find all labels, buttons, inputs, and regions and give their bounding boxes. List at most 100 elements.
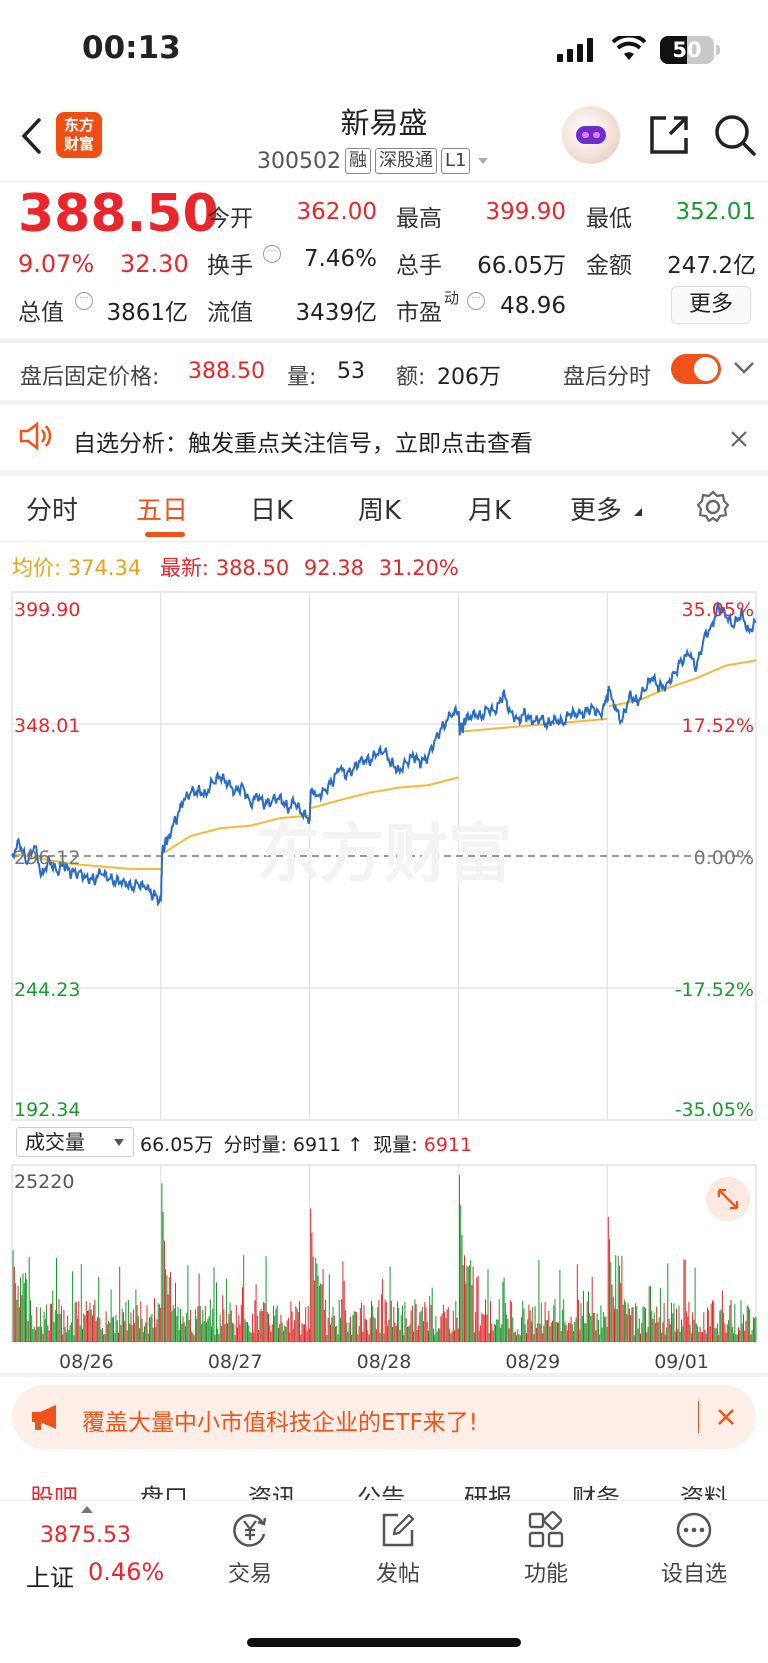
active-tab-indicator [145, 532, 185, 537]
volume-bar [749, 1309, 751, 1342]
tab-five-day[interactable]: 五日 [136, 496, 189, 526]
volume-bar [212, 1308, 214, 1342]
volume-chart[interactable]: 25220 08/26 08/27 08/28 08/29 09/01 [0, 1160, 768, 1380]
volume-bar [692, 1312, 694, 1342]
volume-bar [645, 1308, 646, 1342]
assistant-avatar[interactable] [562, 106, 620, 164]
volume-bar [41, 1327, 43, 1342]
tab-research[interactable]: 研报 [464, 1484, 512, 1500]
volume-bar [161, 1183, 163, 1342]
close-icon[interactable] [730, 430, 748, 448]
volume-bar [707, 1307, 708, 1342]
volume-bar [331, 1317, 333, 1342]
volume-bar [744, 1330, 746, 1342]
nav-functions[interactable]: 功能 [491, 1510, 601, 1588]
index-name[interactable]: 上证 [26, 1564, 74, 1592]
volume-bar [658, 1317, 660, 1342]
indicator-selector[interactable]: 成交量 [16, 1127, 134, 1157]
volume-bar [466, 1265, 468, 1342]
volume-bar [437, 1328, 439, 1342]
index-value[interactable]: 3875.53 [40, 1523, 131, 1548]
volume-bar [98, 1277, 100, 1342]
tab-pankou[interactable]: 盘口 [140, 1484, 188, 1500]
volume-bar [207, 1318, 209, 1342]
volume-bar [361, 1303, 362, 1342]
volume-bar [441, 1313, 443, 1342]
volume-bar [467, 1266, 469, 1342]
volume-bar [721, 1290, 723, 1342]
volume-bar [211, 1326, 212, 1342]
stock-name[interactable]: 新易盛 [340, 106, 428, 140]
battery-nub [716, 45, 720, 55]
tab-day-k[interactable]: 日K [250, 496, 294, 526]
volume-bar [30, 1300, 31, 1342]
tab-month-k[interactable]: 月K [468, 496, 512, 526]
promo-banner[interactable]: 覆盖大量中小市值科技企业的ETF来了! [12, 1385, 756, 1449]
volume-bar [653, 1312, 655, 1342]
volume-bar [461, 1235, 463, 1342]
volume-bar [543, 1325, 545, 1342]
after-amt-value: 206万 [437, 365, 501, 390]
volume-bar [224, 1324, 226, 1342]
nav-post[interactable]: 发帖 [343, 1510, 453, 1588]
volume-bar [547, 1319, 548, 1342]
volume-bar [110, 1289, 112, 1342]
stock-subtitle[interactable]: 300502 融 深股通 L1 [257, 146, 492, 176]
close-icon[interactable] [717, 1408, 735, 1426]
volume-bar [514, 1331, 516, 1342]
volume-bar [64, 1326, 66, 1342]
volume-bar [38, 1326, 40, 1342]
tab-announcements[interactable]: 公告 [357, 1484, 405, 1500]
volume-bar [517, 1329, 519, 1342]
chevron-down-icon[interactable] [733, 360, 755, 376]
volume-bar [734, 1304, 736, 1342]
nav-add-watchlist[interactable]: 设自选 [639, 1510, 749, 1588]
tab-guba[interactable]: 股吧 [30, 1484, 78, 1500]
volume-bar [279, 1323, 281, 1342]
notice-bar[interactable]: 自选分析：触发重点关注信号，立即点击查看 [0, 404, 768, 470]
volume-bar [166, 1275, 168, 1342]
tab-finance[interactable]: 财务 [572, 1484, 620, 1500]
volume-bar [109, 1322, 111, 1342]
info-dots-icon[interactable]: ··· [263, 245, 281, 263]
tab-profile[interactable]: 资料 [680, 1484, 728, 1500]
nav-trade[interactable]: 交易 [195, 1510, 305, 1588]
edit-icon [382, 1513, 415, 1547]
volume-bar [270, 1331, 272, 1342]
after-timeshare-toggle[interactable] [671, 354, 721, 384]
volume-bar [628, 1308, 630, 1342]
volume-bar [388, 1319, 390, 1342]
nav-trade-label: 交易 [227, 1562, 272, 1587]
price-chart[interactable]: 东方财富 399.90 35.05% 348.01 17.52% 296.12 0.00% 2… [0, 585, 768, 1125]
volume-bar [540, 1303, 542, 1342]
info-dots-icon[interactable]: ··· [467, 292, 485, 310]
gear-icon[interactable] [696, 490, 730, 524]
back-icon[interactable] [20, 118, 42, 154]
volume-bar [48, 1330, 50, 1342]
index-change[interactable]: 0.46% [88, 1558, 165, 1586]
volume-bar [187, 1265, 189, 1342]
volume-bar [428, 1330, 429, 1342]
expand-button[interactable] [706, 1177, 750, 1221]
tab-news[interactable]: 资讯 [248, 1484, 296, 1500]
volume-bar [338, 1300, 340, 1342]
search-icon[interactable] [712, 112, 758, 158]
volume-bar [399, 1329, 401, 1342]
volume-bar [404, 1302, 406, 1342]
volume-bar [80, 1264, 82, 1342]
more-quote-button[interactable]: 更多 [671, 286, 751, 324]
volume-bar [389, 1266, 391, 1342]
volume-bar [747, 1306, 749, 1342]
volume-bar [193, 1335, 195, 1342]
volume-bar [348, 1322, 350, 1342]
tab-week-k[interactable]: 周K [358, 496, 402, 526]
tab-more[interactable]: 更多 [570, 496, 623, 526]
tab-intraday[interactable]: 分时 [26, 496, 79, 526]
share-icon[interactable] [648, 114, 690, 156]
volume-bar [251, 1313, 253, 1342]
info-dots-icon[interactable]: ··· [75, 292, 93, 310]
pct-axis-label: -35.05% [675, 1099, 754, 1121]
volume-bar [240, 1304, 242, 1342]
volume-bar [96, 1316, 98, 1342]
volume-bar [311, 1232, 313, 1342]
